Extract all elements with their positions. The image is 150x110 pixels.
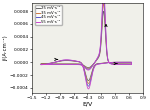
25 mV·s⁻¹ bbox=[40, 63, 42, 65]
Line: 55 mV·s⁻¹: 55 mV·s⁻¹ bbox=[41, 0, 132, 89]
25 mV·s⁻¹ bbox=[122, 63, 124, 65]
45 mV·s⁻¹ bbox=[88, 86, 89, 87]
25 mV·s⁻¹ bbox=[126, 63, 128, 65]
45 mV·s⁻¹ bbox=[40, 64, 42, 65]
Line: 25 mV·s⁻¹: 25 mV·s⁻¹ bbox=[41, 11, 132, 81]
55 mV·s⁻¹ bbox=[101, 63, 103, 64]
55 mV·s⁻¹ bbox=[40, 64, 42, 65]
45 mV·s⁻¹ bbox=[101, 63, 103, 64]
55 mV·s⁻¹ bbox=[122, 64, 124, 65]
45 mV·s⁻¹ bbox=[119, 62, 121, 63]
45 mV·s⁻¹ bbox=[122, 64, 124, 65]
Line: 35 mV·s⁻¹: 35 mV·s⁻¹ bbox=[41, 4, 132, 83]
45 mV·s⁻¹ bbox=[64, 59, 66, 61]
25 mV·s⁻¹ bbox=[64, 60, 66, 61]
35 mV·s⁻¹ bbox=[40, 63, 42, 65]
55 mV·s⁻¹ bbox=[40, 64, 42, 65]
25 mV·s⁻¹ bbox=[88, 80, 89, 81]
35 mV·s⁻¹ bbox=[40, 64, 42, 65]
25 mV·s⁻¹ bbox=[71, 60, 72, 61]
25 mV·s⁻¹ bbox=[103, 11, 104, 12]
35 mV·s⁻¹ bbox=[64, 60, 66, 61]
55 mV·s⁻¹ bbox=[126, 64, 128, 65]
25 mV·s⁻¹ bbox=[101, 62, 103, 64]
55 mV·s⁻¹ bbox=[88, 88, 89, 90]
35 mV·s⁻¹ bbox=[103, 3, 104, 4]
Line: 45 mV·s⁻¹: 45 mV·s⁻¹ bbox=[41, 0, 132, 86]
55 mV·s⁻¹ bbox=[119, 62, 121, 63]
55 mV·s⁻¹ bbox=[71, 60, 72, 61]
55 mV·s⁻¹ bbox=[64, 59, 66, 61]
35 mV·s⁻¹ bbox=[119, 62, 121, 63]
35 mV·s⁻¹ bbox=[101, 63, 103, 64]
35 mV·s⁻¹ bbox=[126, 63, 128, 65]
Legend: 25 mV·s⁻¹, 35 mV·s⁻¹, 45 mV·s⁻¹, 55 mV·s⁻¹: 25 mV·s⁻¹, 35 mV·s⁻¹, 45 mV·s⁻¹, 55 mV·s… bbox=[35, 5, 62, 25]
45 mV·s⁻¹ bbox=[40, 64, 42, 65]
X-axis label: E/V: E/V bbox=[82, 102, 93, 106]
35 mV·s⁻¹ bbox=[88, 83, 89, 84]
25 mV·s⁻¹ bbox=[119, 62, 121, 63]
25 mV·s⁻¹ bbox=[40, 63, 42, 65]
45 mV·s⁻¹ bbox=[71, 60, 72, 61]
45 mV·s⁻¹ bbox=[126, 64, 128, 65]
35 mV·s⁻¹ bbox=[122, 63, 124, 65]
35 mV·s⁻¹ bbox=[71, 60, 72, 61]
Y-axis label: j/(A·cm⁻²): j/(A·cm⁻²) bbox=[3, 35, 8, 61]
